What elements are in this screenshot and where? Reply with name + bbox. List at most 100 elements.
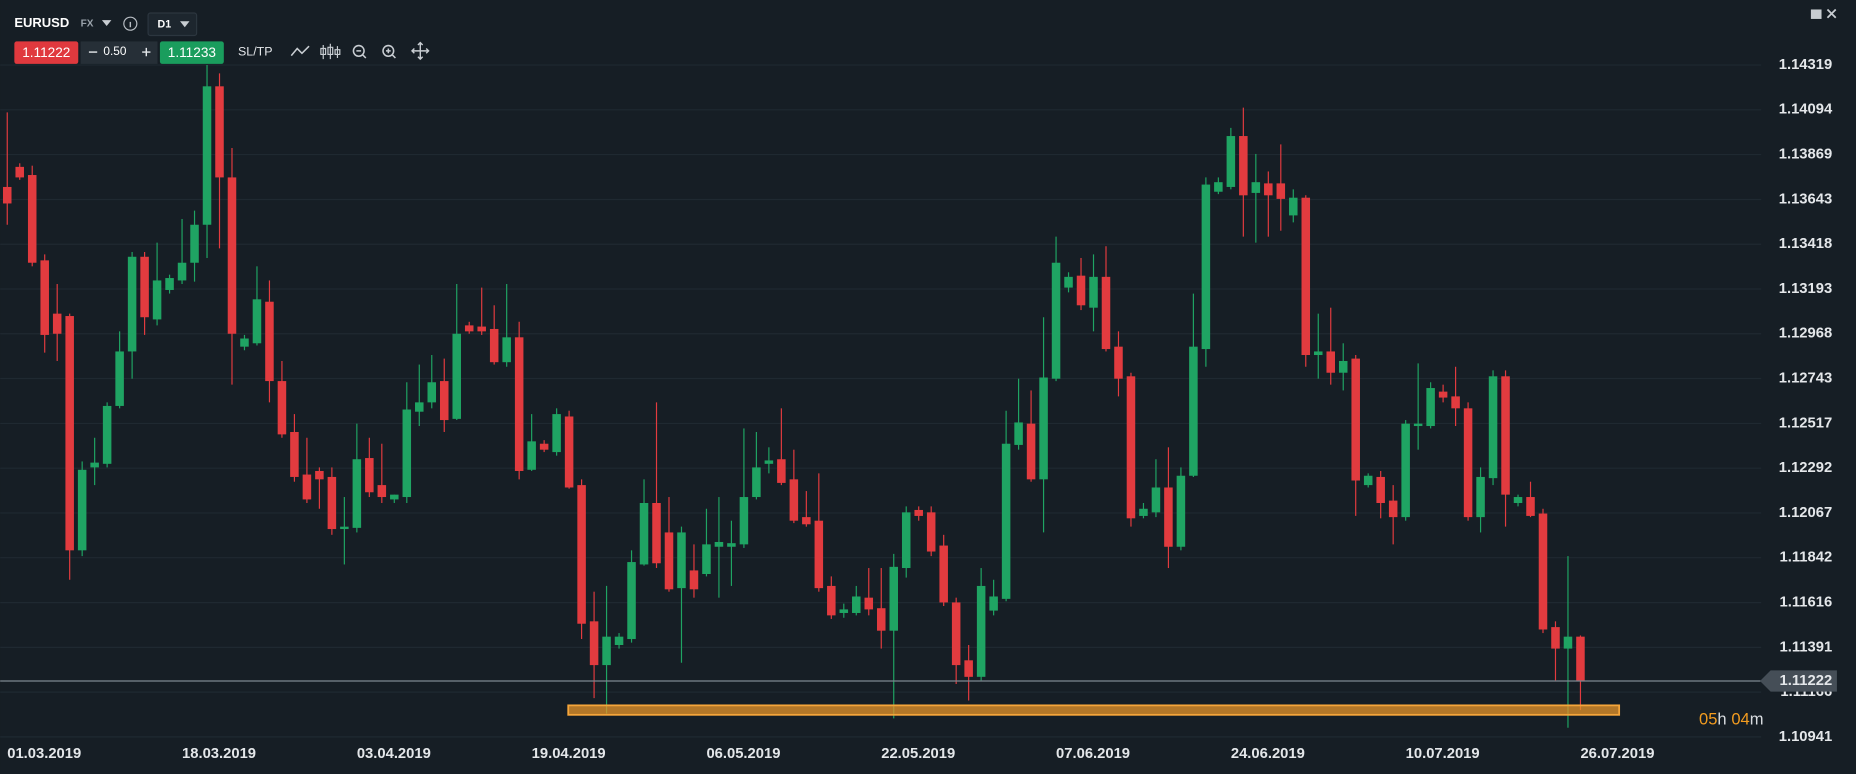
candle-body [77,469,87,551]
y-tick-label: 1.13643 [1779,191,1832,207]
candle-body [1001,443,1011,599]
candle-body [1239,136,1248,196]
y-tick-label: 1.11391 [1780,639,1833,655]
candle-body [677,532,686,589]
y-tick-label: 1.12968 [1779,326,1832,342]
candle-body [1089,276,1098,308]
candle-body [1526,497,1535,516]
candle-body [1039,377,1048,480]
candle-body [115,351,124,406]
timeframe-box[interactable] [147,12,198,37]
candle-body [165,278,174,290]
candle-body [1563,636,1573,649]
candle-body [140,256,149,318]
candle-body [1451,396,1460,409]
candle-body [365,458,374,493]
candle-body [427,382,437,403]
candle-body [1576,636,1585,682]
ask-price[interactable]: 1.11233 [168,45,216,60]
candle-body [390,494,399,500]
candle-body [1151,487,1161,513]
y-tick-label: 1.14094 [1779,102,1833,118]
x-tick-label: 01.03.2019 [7,746,81,762]
y-tick-label: 1.13193 [1779,281,1832,297]
close-icon[interactable] [1826,8,1837,19]
timeframe[interactable]: D1 [158,19,172,31]
candle-body [827,585,836,616]
y-tick-label: 1.13418 [1779,236,1832,252]
candle-body [477,326,486,332]
plus-button[interactable] [142,47,151,57]
candle-body [1313,351,1323,356]
candle-body [1501,376,1510,495]
x-tick-label: 07.06.2019 [1056,746,1130,762]
candle-body [1201,184,1211,350]
zoom-out-icon[interactable] [352,44,365,57]
sell-button[interactable] [14,41,79,64]
y-tick-label: 1.12517 [1779,415,1832,431]
info-icon[interactable] [123,16,138,31]
quantity[interactable]: 0.50 [103,44,126,58]
candle-body [252,299,262,344]
candle-body [939,545,948,603]
toolbar: EURUSD FX D1 1.11222 0.50 1.11233 SL/TP [14,8,1837,64]
maximize-icon[interactable] [1810,9,1822,19]
candle-body [926,512,936,552]
zoom-in-handle [385,48,396,59]
candle-body [1189,346,1198,476]
candle-body [552,414,561,453]
candle-body [1014,422,1023,445]
candle-body [340,526,349,530]
candle-body [1413,423,1423,427]
candle-body [852,596,861,613]
candle-body [1139,508,1148,516]
zoom-in-icon[interactable] [382,44,395,57]
candle-body [1226,136,1236,187]
y-tick-label: 1.12292 [1779,460,1832,476]
candle-body [564,416,574,488]
candle-body [1363,475,1373,486]
sltp-button[interactable]: SL/TP [238,44,272,58]
candle-body [1538,513,1548,630]
line-chart-icon[interactable] [290,45,310,57]
candle-body [527,441,536,470]
timeframe-dropdown[interactable] [180,21,190,28]
candle-body [539,443,549,450]
candle-body [1214,182,1223,192]
candle-body [764,460,774,464]
candle-body [327,476,337,530]
symbol[interactable]: EURUSD [14,15,69,30]
candle-body [664,532,674,590]
pan-icon[interactable] [410,41,430,61]
timer-hours: 05 [1699,710,1717,729]
candle-body [1164,487,1173,547]
candle-body [1276,183,1286,199]
candle-icon[interactable] [320,43,341,60]
y-tick-label: 1.14319 [1779,57,1832,73]
candle-body [1338,360,1348,373]
candle-body [752,467,761,498]
candle-body [377,485,387,498]
candle-body [202,86,212,225]
candle-body [240,338,249,347]
candle-body [514,337,524,471]
candle-body [789,479,799,521]
candle-body [464,325,474,332]
symbol-dropdown[interactable] [101,20,112,27]
y-tick-label: 1.13869 [1779,146,1832,162]
x-tick-label: 19.04.2019 [532,746,606,762]
candle-body [802,517,811,525]
candle-body [639,502,649,565]
candle-body [1289,197,1298,216]
buy-button[interactable] [159,41,224,64]
bid-price[interactable]: 1.11222 [22,45,70,60]
candle-body [1264,183,1273,196]
candle-body [652,502,661,564]
candle-body [714,541,724,547]
quantity-box[interactable] [80,41,158,64]
candle-body [1513,497,1523,503]
x-tick-label: 22.05.2019 [881,746,955,762]
candle-body [1114,346,1123,379]
